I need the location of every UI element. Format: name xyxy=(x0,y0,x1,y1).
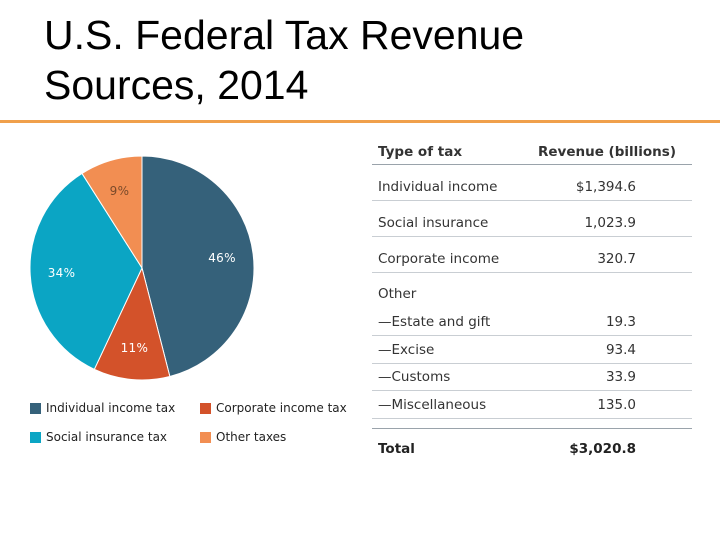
pie-chart: 46% 11% 34% 9% xyxy=(24,150,260,386)
legend-label: Corporate income tax xyxy=(216,401,347,415)
legend-item-social-insurance-tax: Social insurance tax xyxy=(30,430,167,444)
table-cell-revenue: 93.4 xyxy=(605,342,636,358)
table-cell-type: —Miscellaneous xyxy=(378,397,487,413)
total-value: $3,020.8 xyxy=(569,441,636,457)
legend-label: Social insurance tax xyxy=(46,430,168,444)
column-header-type: Type of tax xyxy=(378,144,463,160)
pie-slice-corporate-income-tax xyxy=(93,266,171,381)
legend-swatch xyxy=(200,431,211,443)
legend-item-corporate-income-tax: Corporate income tax xyxy=(200,401,347,415)
table-cell-type: Corporate income xyxy=(378,251,500,267)
legend-swatch xyxy=(30,402,41,414)
legend-swatch xyxy=(200,402,211,414)
table-row: Social insurance 1,023.9 xyxy=(372,212,692,237)
table-total-row: Total $3,020.8 xyxy=(372,428,692,463)
table-cell-revenue: $1,394.6 xyxy=(575,179,636,195)
legend-item-individual-income-tax: Individual income tax xyxy=(30,401,175,415)
title-line-2: Sources, 2014 xyxy=(44,62,309,108)
table-cell-type: Social insurance xyxy=(378,215,489,231)
pie-label-corporate-income-tax: 11% xyxy=(120,341,149,356)
table-row: —Customs 33.9 xyxy=(372,366,692,391)
legend-label: Individual income tax xyxy=(46,401,176,415)
legend-label: Other taxes xyxy=(216,430,287,444)
title-line-1: U.S. Federal Tax Revenue xyxy=(44,12,525,58)
table-row: —Excise 93.4 xyxy=(372,339,692,364)
table-cell-type: —Excise xyxy=(378,342,435,358)
pie-slice-other-taxes xyxy=(81,155,143,270)
pie-chart-svg xyxy=(29,155,255,381)
pie-slice-social-insurance-tax xyxy=(29,172,143,371)
column-header-revenue: Revenue (billions) xyxy=(537,144,676,160)
total-label: Total xyxy=(378,441,415,457)
table-cell-type: Individual income xyxy=(378,179,498,195)
table-row: Corporate income 320.7 xyxy=(372,248,692,273)
table-cell-revenue: 320.7 xyxy=(597,251,636,267)
slide-title: U.S. Federal Tax Revenue Sources, 2014 xyxy=(44,10,524,110)
table-cell-revenue: 33.9 xyxy=(605,369,636,385)
table-cell-type: —Customs xyxy=(378,369,451,385)
pie-label-social-insurance-tax: 34% xyxy=(47,266,76,281)
title-divider xyxy=(0,120,720,123)
legend-item-other-taxes: Other taxes xyxy=(200,430,286,444)
table-cell-revenue: 1,023.9 xyxy=(584,215,636,231)
table-row: —Estate and gift 19.3 xyxy=(372,311,692,336)
legend-swatch xyxy=(30,431,41,443)
table-cell-revenue: 19.3 xyxy=(605,314,636,330)
table-header-row: Type of tax Revenue (billions) xyxy=(372,140,692,165)
table-row: Other xyxy=(372,283,692,307)
table-row: —Miscellaneous 135.0 xyxy=(372,394,692,419)
pie-label-individual-income-tax: 46% xyxy=(208,250,236,265)
table-cell-type: —Estate and gift xyxy=(378,314,491,330)
table-row: Individual income $1,394.6 xyxy=(372,176,692,201)
table-cell-revenue: 135.0 xyxy=(597,397,636,413)
pie-label-other-taxes: 9% xyxy=(109,183,130,198)
pie-slice-individual-income-tax xyxy=(141,155,255,378)
table-cell-type: Other xyxy=(378,286,417,302)
